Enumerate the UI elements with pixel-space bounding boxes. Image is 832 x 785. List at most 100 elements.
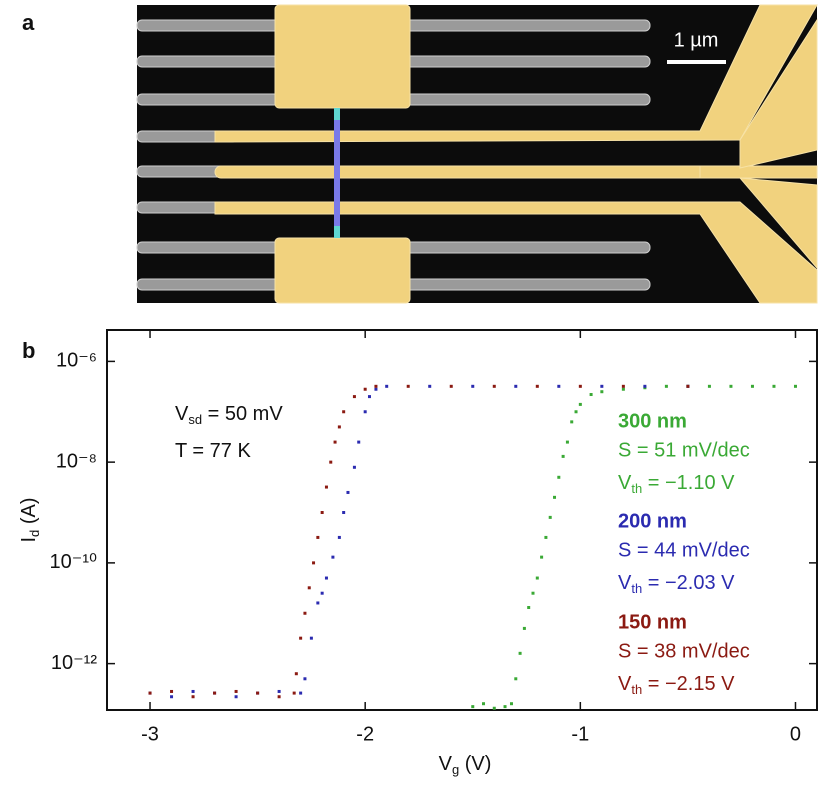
text-part: T = 77 K bbox=[175, 440, 251, 462]
point bbox=[277, 695, 281, 699]
point bbox=[514, 384, 518, 388]
point bbox=[514, 677, 518, 681]
point bbox=[553, 495, 557, 499]
point bbox=[772, 384, 776, 388]
point bbox=[578, 402, 582, 406]
point bbox=[565, 440, 569, 444]
point bbox=[312, 561, 316, 565]
plot: 10⁻⁶ 10⁻⁸ 10⁻¹⁰ 10⁻¹² -3 -2 -1 0 Vg (V) Id (A) Vsd… bbox=[18, 329, 818, 777]
point bbox=[316, 601, 320, 605]
point bbox=[518, 651, 522, 655]
point bbox=[346, 490, 350, 494]
point bbox=[544, 535, 548, 539]
text-part: sd bbox=[188, 412, 202, 427]
plot-frame bbox=[106, 329, 818, 711]
y-tick-label: 10⁻⁸ bbox=[56, 450, 97, 472]
x-tick-label: -3 bbox=[141, 723, 159, 745]
text-part: g bbox=[452, 762, 459, 777]
point bbox=[428, 384, 432, 388]
point bbox=[557, 475, 561, 479]
point bbox=[471, 705, 475, 709]
point bbox=[527, 606, 531, 610]
point bbox=[750, 384, 754, 388]
point bbox=[256, 691, 260, 695]
point bbox=[331, 555, 335, 559]
point bbox=[729, 384, 733, 388]
point bbox=[337, 535, 341, 539]
text-part: th bbox=[631, 481, 642, 496]
point bbox=[385, 384, 389, 388]
text-part: th bbox=[631, 682, 642, 697]
point bbox=[363, 387, 367, 391]
point bbox=[578, 384, 582, 388]
panel-label: a bbox=[22, 10, 35, 35]
point bbox=[277, 689, 281, 693]
point bbox=[352, 395, 356, 399]
point bbox=[303, 677, 307, 681]
point bbox=[522, 626, 526, 630]
text-part: = −1.10 V bbox=[642, 472, 735, 494]
text-part: V bbox=[618, 673, 632, 695]
text-part: = −2.03 V bbox=[642, 572, 735, 594]
point bbox=[234, 689, 238, 693]
point bbox=[303, 611, 307, 615]
point bbox=[191, 695, 195, 699]
point bbox=[561, 454, 565, 458]
annotation: Vth = −2.03 V bbox=[618, 572, 735, 596]
point bbox=[309, 636, 313, 640]
text-part: V bbox=[175, 403, 189, 425]
point bbox=[324, 576, 328, 580]
text-part: I bbox=[18, 537, 40, 543]
legend-label: 150 nm bbox=[618, 611, 687, 633]
point bbox=[316, 535, 320, 539]
point bbox=[337, 425, 341, 429]
text-part: = 50 mV bbox=[202, 403, 283, 425]
point bbox=[352, 465, 356, 469]
point bbox=[324, 485, 328, 489]
point bbox=[509, 702, 513, 706]
point bbox=[621, 387, 625, 391]
annotation: Vth = −1.10 V bbox=[618, 472, 735, 496]
x-tick-label: 0 bbox=[790, 723, 801, 745]
point bbox=[492, 384, 496, 388]
x-tick-label: -2 bbox=[356, 723, 374, 745]
point bbox=[367, 395, 371, 399]
point bbox=[329, 460, 333, 464]
point bbox=[548, 515, 552, 519]
legend-label: 300 nm bbox=[618, 410, 687, 432]
point bbox=[170, 689, 174, 693]
point bbox=[299, 636, 303, 640]
point bbox=[374, 384, 378, 388]
point bbox=[557, 384, 561, 388]
point bbox=[574, 410, 578, 414]
point bbox=[320, 511, 324, 515]
point bbox=[213, 691, 217, 695]
point bbox=[707, 384, 711, 388]
point bbox=[148, 691, 152, 695]
panel-label: b bbox=[22, 338, 35, 363]
point bbox=[374, 387, 378, 391]
point bbox=[294, 672, 298, 676]
y-axis-label: Id (A) bbox=[18, 497, 42, 542]
scale-bar-label: 1 µm bbox=[674, 29, 719, 51]
text-part: V bbox=[618, 472, 632, 494]
legend-label: 200 nm bbox=[618, 510, 687, 532]
annotation: S = 44 mV/dec bbox=[618, 539, 750, 561]
point bbox=[686, 384, 690, 388]
point bbox=[503, 705, 507, 709]
y-tick-label: 10⁻¹² bbox=[51, 652, 97, 674]
x-tick-label: -1 bbox=[571, 723, 589, 745]
point bbox=[292, 691, 296, 695]
point bbox=[449, 384, 453, 388]
point bbox=[793, 384, 797, 388]
text-part: d bbox=[27, 530, 42, 537]
point bbox=[170, 695, 174, 699]
annotation: S = 51 mV/dec bbox=[618, 439, 750, 461]
text-part: (V) bbox=[459, 753, 491, 775]
y-tick-label: 10⁻¹⁰ bbox=[50, 551, 97, 573]
point bbox=[621, 384, 625, 388]
point bbox=[492, 706, 496, 710]
y-tick-label: 10⁻⁶ bbox=[56, 350, 97, 372]
point bbox=[531, 591, 535, 595]
